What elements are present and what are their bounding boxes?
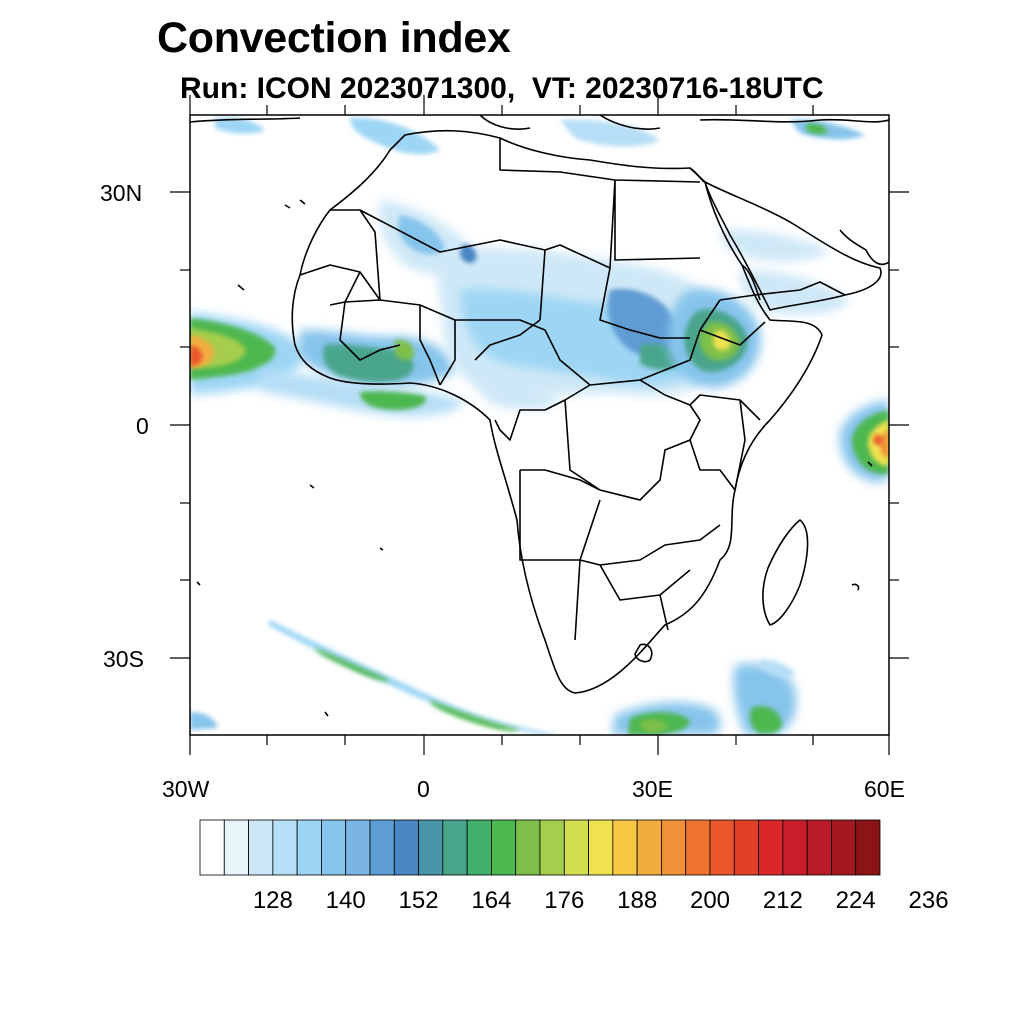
run-subtitle: Run: ICON 2023071300, VT: 20230716-18UTC [180, 72, 824, 105]
colorbar-swatch [296, 819, 322, 876]
colorbar-swatch [709, 819, 735, 876]
colorbar-swatch [831, 819, 857, 876]
colorbar-swatch [661, 819, 687, 876]
colorbar-swatch [345, 819, 371, 876]
colorbar-swatch [199, 819, 225, 876]
convection-sahel [379, 200, 730, 410]
colorbar-label: 152 [398, 887, 439, 914]
axis-ticks [170, 95, 909, 755]
convection-field [190, 117, 889, 735]
colorbar-swatch [248, 819, 274, 876]
colorbar-swatch [636, 819, 662, 876]
colorbar-swatch [758, 819, 784, 876]
colorbar-swatch [588, 819, 614, 876]
convection-southern-ocean [612, 660, 797, 735]
colorbar-label: 164 [471, 887, 512, 914]
colorbar-swatch [466, 819, 492, 876]
colorbar-swatch [685, 819, 711, 876]
arabia-coastline [704, 181, 882, 311]
colorbar-swatch [369, 819, 395, 876]
colorbar-swatch [393, 819, 419, 876]
lat-label-0: 0 [136, 413, 149, 439]
lat-label-30n: 30N [100, 180, 143, 206]
convection-south-atlantic-band [190, 620, 560, 735]
colorbar-swatch [733, 819, 759, 876]
colorbar-label: 200 [689, 887, 731, 914]
coastline-borders [190, 115, 889, 717]
colorbar-label: 224 [835, 887, 876, 914]
colorbar-label: 212 [762, 887, 803, 914]
colorbar-label: 128 [252, 887, 293, 914]
colorbar-label: 140 [325, 887, 366, 914]
colorbar-swatch [806, 819, 832, 876]
colorbar-label: 236 [908, 887, 949, 914]
convection-north-edge [215, 117, 865, 155]
colorbar-swatch [223, 819, 249, 876]
country-borders [299, 138, 846, 641]
europe-coastline [190, 115, 889, 130]
colorbar-swatch [491, 819, 517, 876]
lat-label-30s: 30S [103, 646, 144, 672]
convection-ethiopia [667, 229, 850, 388]
colorbar-label: 188 [617, 887, 658, 914]
colorbar-swatch [515, 819, 541, 876]
lon-label-60e: 60E [864, 776, 905, 802]
colorbar [199, 819, 881, 876]
map-plot-area [190, 115, 889, 735]
colorbar-swatch [855, 819, 881, 876]
colorbar-swatch [442, 819, 468, 876]
colorbar-swatch [782, 819, 808, 876]
colorbar-label: 176 [544, 887, 585, 914]
convection-gulf-of-guinea [260, 329, 465, 417]
convection-indian-ocean [839, 400, 889, 482]
colorbar-swatch [272, 819, 298, 876]
colorbar-swatch [321, 819, 347, 876]
lon-label-30w: 30W [162, 776, 210, 802]
colorbar-swatch [418, 819, 444, 876]
colorbar-swatch [612, 819, 638, 876]
madagascar-coastline [762, 519, 809, 626]
lon-label-30e: 30E [632, 776, 673, 802]
colorbar-swatch [539, 819, 565, 876]
page-title: Convection index [157, 14, 511, 62]
lon-label-0: 0 [417, 776, 430, 802]
colorbar-swatch [563, 819, 589, 876]
